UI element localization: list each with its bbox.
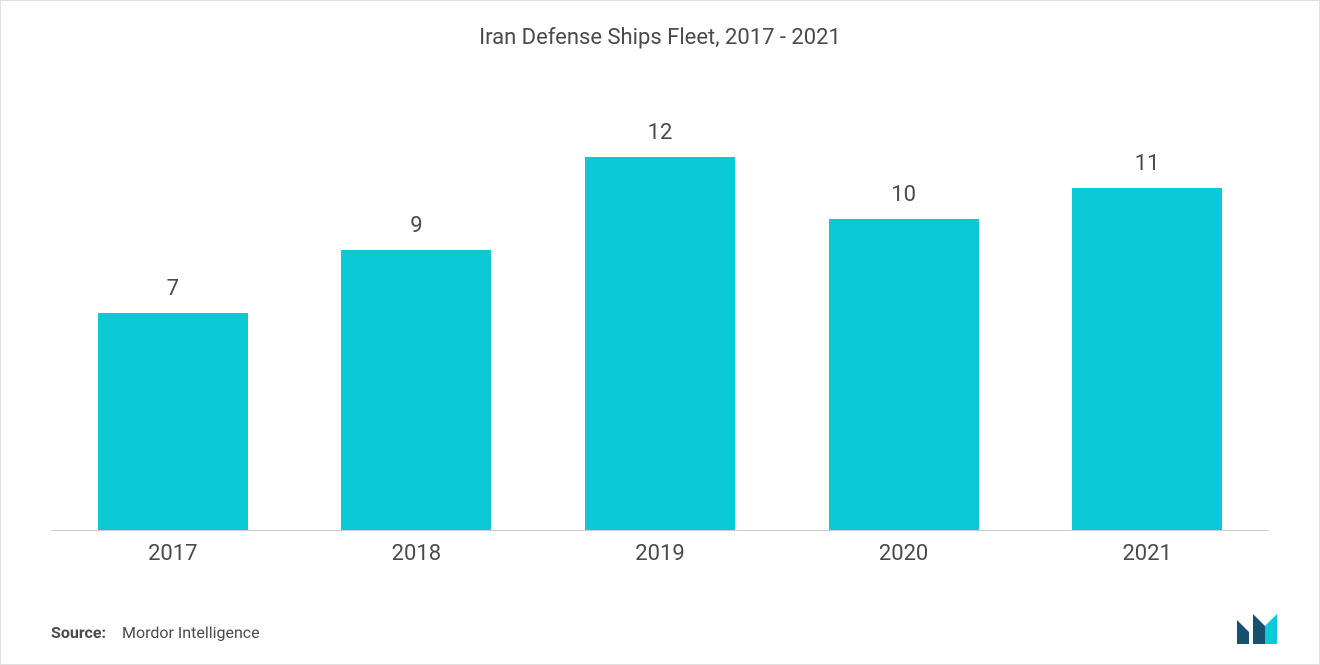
bar bbox=[585, 157, 735, 530]
bar-group: 9 bbox=[295, 96, 539, 530]
bar bbox=[829, 219, 979, 530]
bar-value-label: 9 bbox=[410, 213, 422, 238]
chart-container: Iran Defense Ships Fleet, 2017 - 2021 7 9… bbox=[0, 0, 1320, 665]
chart-title: Iran Defense Ships Fleet, 2017 - 2021 bbox=[1, 25, 1319, 50]
bar bbox=[341, 250, 491, 530]
bar-value-label: 11 bbox=[1135, 151, 1160, 176]
bar-group: 12 bbox=[538, 96, 782, 530]
bar-group: 11 bbox=[1025, 96, 1269, 530]
plot-area: 7 9 12 10 11 bbox=[51, 96, 1269, 531]
x-axis-label: 2018 bbox=[295, 541, 539, 566]
bars-row: 7 9 12 10 11 bbox=[51, 96, 1269, 530]
source-label: Source: bbox=[51, 623, 106, 642]
bar-group: 10 bbox=[782, 96, 1026, 530]
x-axis-label: 2017 bbox=[51, 541, 295, 566]
bar-group: 7 bbox=[51, 96, 295, 530]
x-axis-label: 2019 bbox=[538, 541, 782, 566]
bar bbox=[1072, 188, 1222, 530]
bar-value-label: 12 bbox=[648, 120, 673, 145]
bar bbox=[98, 313, 248, 531]
x-axis-label: 2021 bbox=[1025, 541, 1269, 566]
bar-value-label: 7 bbox=[167, 276, 179, 301]
x-axis-labels: 20172018201920202021 bbox=[51, 541, 1269, 566]
brand-logo-icon bbox=[1235, 610, 1289, 646]
source-value: Mordor Intelligence bbox=[122, 623, 260, 642]
source-row: Source: Mordor Intelligence bbox=[51, 623, 260, 642]
x-axis-label: 2020 bbox=[782, 541, 1026, 566]
bar-value-label: 10 bbox=[891, 182, 916, 207]
